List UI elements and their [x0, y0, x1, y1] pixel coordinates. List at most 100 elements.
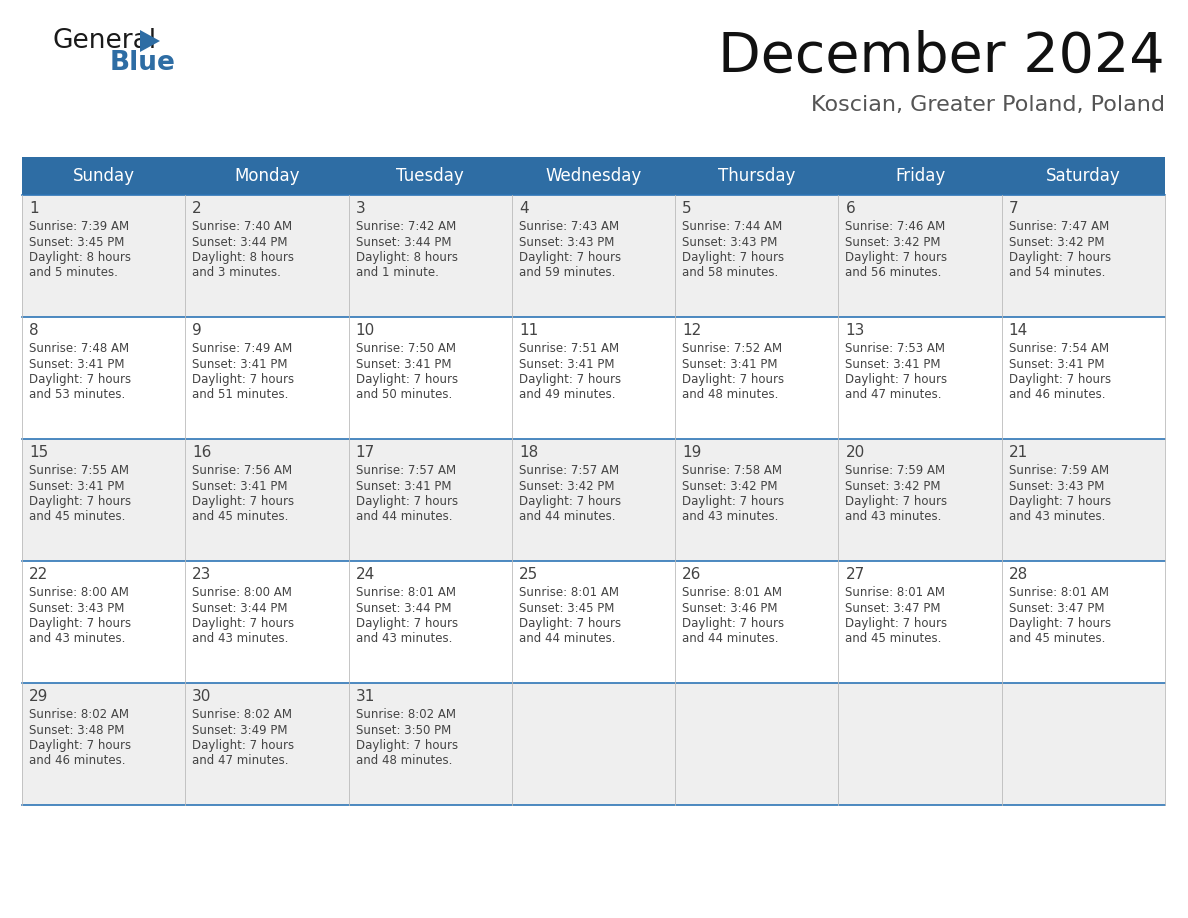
Text: Sunset: 3:50 PM: Sunset: 3:50 PM	[355, 723, 450, 736]
Text: Daylight: 7 hours: Daylight: 7 hours	[29, 617, 131, 630]
Text: Sunrise: 7:44 AM: Sunrise: 7:44 AM	[682, 220, 783, 233]
Text: Daylight: 7 hours: Daylight: 7 hours	[355, 373, 457, 386]
Text: 28: 28	[1009, 567, 1028, 582]
Text: and 43 minutes.: and 43 minutes.	[1009, 510, 1105, 523]
Text: Sunrise: 8:01 AM: Sunrise: 8:01 AM	[682, 586, 782, 599]
Text: Sunset: 3:46 PM: Sunset: 3:46 PM	[682, 601, 778, 614]
Text: 1: 1	[29, 201, 39, 216]
Text: Sunset: 3:41 PM: Sunset: 3:41 PM	[192, 479, 287, 492]
Text: 30: 30	[192, 689, 211, 704]
Text: and 44 minutes.: and 44 minutes.	[519, 633, 615, 645]
Text: Sunset: 3:42 PM: Sunset: 3:42 PM	[846, 479, 941, 492]
Text: Sunset: 3:44 PM: Sunset: 3:44 PM	[192, 601, 287, 614]
Text: Daylight: 7 hours: Daylight: 7 hours	[1009, 495, 1111, 508]
Text: Daylight: 8 hours: Daylight: 8 hours	[192, 251, 295, 264]
Text: 31: 31	[355, 689, 375, 704]
Text: 4: 4	[519, 201, 529, 216]
Text: Friday: Friday	[895, 167, 946, 185]
Text: and 51 minutes.: and 51 minutes.	[192, 388, 289, 401]
Text: Sunrise: 8:02 AM: Sunrise: 8:02 AM	[355, 708, 455, 721]
Text: 13: 13	[846, 323, 865, 338]
Text: Sunset: 3:42 PM: Sunset: 3:42 PM	[1009, 236, 1104, 249]
Text: Sunset: 3:43 PM: Sunset: 3:43 PM	[1009, 479, 1104, 492]
Text: Sunset: 3:41 PM: Sunset: 3:41 PM	[192, 357, 287, 371]
Text: Sunrise: 7:39 AM: Sunrise: 7:39 AM	[29, 220, 129, 233]
Text: 8: 8	[29, 323, 39, 338]
Text: 27: 27	[846, 567, 865, 582]
Text: and 43 minutes.: and 43 minutes.	[355, 633, 451, 645]
Text: Daylight: 8 hours: Daylight: 8 hours	[355, 251, 457, 264]
Text: Sunrise: 7:59 AM: Sunrise: 7:59 AM	[846, 464, 946, 477]
Text: and 43 minutes.: and 43 minutes.	[29, 633, 126, 645]
Text: 10: 10	[355, 323, 375, 338]
Text: and 48 minutes.: and 48 minutes.	[355, 755, 451, 767]
Text: Sunset: 3:41 PM: Sunset: 3:41 PM	[355, 357, 451, 371]
Text: Sunrise: 7:58 AM: Sunrise: 7:58 AM	[682, 464, 782, 477]
Text: Koscian, Greater Poland, Poland: Koscian, Greater Poland, Poland	[811, 95, 1165, 115]
Text: Daylight: 7 hours: Daylight: 7 hours	[682, 617, 784, 630]
Text: Sunrise: 7:47 AM: Sunrise: 7:47 AM	[1009, 220, 1108, 233]
Text: 17: 17	[355, 445, 375, 460]
Text: Daylight: 7 hours: Daylight: 7 hours	[682, 495, 784, 508]
Text: Monday: Monday	[234, 167, 299, 185]
Text: Sunset: 3:41 PM: Sunset: 3:41 PM	[519, 357, 614, 371]
Text: Tuesday: Tuesday	[397, 167, 465, 185]
Text: Daylight: 7 hours: Daylight: 7 hours	[29, 739, 131, 752]
Text: Sunrise: 7:49 AM: Sunrise: 7:49 AM	[192, 342, 292, 355]
Text: Daylight: 7 hours: Daylight: 7 hours	[192, 373, 295, 386]
Text: Sunrise: 8:01 AM: Sunrise: 8:01 AM	[1009, 586, 1108, 599]
Text: and 46 minutes.: and 46 minutes.	[1009, 388, 1105, 401]
Text: Sunset: 3:41 PM: Sunset: 3:41 PM	[846, 357, 941, 371]
Text: Sunrise: 8:01 AM: Sunrise: 8:01 AM	[519, 586, 619, 599]
Text: Sunrise: 8:01 AM: Sunrise: 8:01 AM	[355, 586, 455, 599]
Text: December 2024: December 2024	[719, 30, 1165, 84]
Text: and 5 minutes.: and 5 minutes.	[29, 266, 118, 279]
Text: and 56 minutes.: and 56 minutes.	[846, 266, 942, 279]
Text: Daylight: 7 hours: Daylight: 7 hours	[846, 617, 948, 630]
Text: 6: 6	[846, 201, 855, 216]
Text: Saturday: Saturday	[1045, 167, 1120, 185]
Text: Daylight: 8 hours: Daylight: 8 hours	[29, 251, 131, 264]
Text: 29: 29	[29, 689, 49, 704]
Text: Sunset: 3:44 PM: Sunset: 3:44 PM	[355, 236, 451, 249]
Text: Blue: Blue	[110, 50, 176, 76]
Text: Daylight: 7 hours: Daylight: 7 hours	[355, 739, 457, 752]
Text: Sunrise: 7:52 AM: Sunrise: 7:52 AM	[682, 342, 782, 355]
Text: 26: 26	[682, 567, 702, 582]
Text: Sunrise: 8:02 AM: Sunrise: 8:02 AM	[192, 708, 292, 721]
Text: and 53 minutes.: and 53 minutes.	[29, 388, 125, 401]
Text: 9: 9	[192, 323, 202, 338]
Bar	[23, 439, 1165, 561]
Text: 22: 22	[29, 567, 49, 582]
Text: 2: 2	[192, 201, 202, 216]
Text: and 45 minutes.: and 45 minutes.	[29, 510, 126, 523]
Text: Daylight: 7 hours: Daylight: 7 hours	[682, 251, 784, 264]
Text: Sunset: 3:44 PM: Sunset: 3:44 PM	[192, 236, 287, 249]
Text: and 45 minutes.: and 45 minutes.	[846, 633, 942, 645]
Text: Sunset: 3:45 PM: Sunset: 3:45 PM	[519, 601, 614, 614]
Text: Sunset: 3:43 PM: Sunset: 3:43 PM	[519, 236, 614, 249]
Text: Daylight: 7 hours: Daylight: 7 hours	[519, 251, 621, 264]
Text: Sunrise: 8:00 AM: Sunrise: 8:00 AM	[192, 586, 292, 599]
Bar	[23, 561, 1165, 683]
Text: Daylight: 7 hours: Daylight: 7 hours	[682, 373, 784, 386]
Text: Sunset: 3:48 PM: Sunset: 3:48 PM	[29, 723, 125, 736]
Text: Daylight: 7 hours: Daylight: 7 hours	[192, 739, 295, 752]
Text: and 44 minutes.: and 44 minutes.	[682, 633, 778, 645]
Text: Daylight: 7 hours: Daylight: 7 hours	[29, 495, 131, 508]
Text: Sunday: Sunday	[72, 167, 134, 185]
Text: Sunrise: 8:01 AM: Sunrise: 8:01 AM	[846, 586, 946, 599]
Text: and 46 minutes.: and 46 minutes.	[29, 755, 126, 767]
Text: and 1 minute.: and 1 minute.	[355, 266, 438, 279]
Polygon shape	[140, 30, 160, 52]
Bar	[23, 317, 1165, 439]
Text: Sunrise: 7:40 AM: Sunrise: 7:40 AM	[192, 220, 292, 233]
Text: Daylight: 7 hours: Daylight: 7 hours	[846, 495, 948, 508]
Text: and 3 minutes.: and 3 minutes.	[192, 266, 282, 279]
Text: Sunrise: 7:57 AM: Sunrise: 7:57 AM	[355, 464, 456, 477]
Text: Sunrise: 7:57 AM: Sunrise: 7:57 AM	[519, 464, 619, 477]
Text: 7: 7	[1009, 201, 1018, 216]
Text: and 45 minutes.: and 45 minutes.	[1009, 633, 1105, 645]
Text: 18: 18	[519, 445, 538, 460]
Text: Sunrise: 7:42 AM: Sunrise: 7:42 AM	[355, 220, 456, 233]
